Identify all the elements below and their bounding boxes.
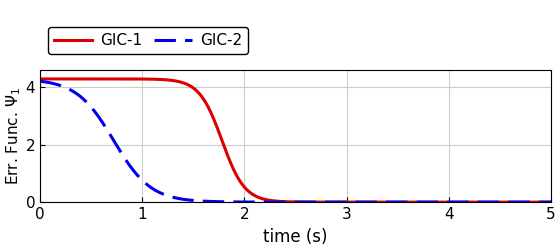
- GIC-2: [548, 201, 554, 204]
- GIC-2: [95, 115, 102, 118]
- GIC-1: [232, 173, 239, 176]
- Line: GIC-2: GIC-2: [40, 81, 551, 202]
- GIC-2: [255, 200, 262, 203]
- GIC-2: [37, 80, 44, 83]
- Y-axis label: Err. Func. $\Psi_1$: Err. Func. $\Psi_1$: [4, 87, 23, 185]
- X-axis label: time (s): time (s): [263, 228, 328, 246]
- GIC-1: [255, 196, 262, 199]
- GIC-1: [483, 201, 489, 204]
- GIC-1: [125, 78, 132, 80]
- GIC-1: [538, 201, 544, 204]
- Line: GIC-1: GIC-1: [40, 79, 551, 202]
- GIC-1: [548, 201, 554, 204]
- GIC-2: [538, 201, 544, 204]
- GIC-2: [483, 201, 489, 204]
- GIC-2: [125, 163, 132, 166]
- GIC-2: [232, 200, 239, 203]
- Legend: GIC-1, GIC-2: GIC-1, GIC-2: [48, 27, 248, 54]
- GIC-1: [95, 78, 102, 80]
- GIC-1: [37, 78, 44, 80]
